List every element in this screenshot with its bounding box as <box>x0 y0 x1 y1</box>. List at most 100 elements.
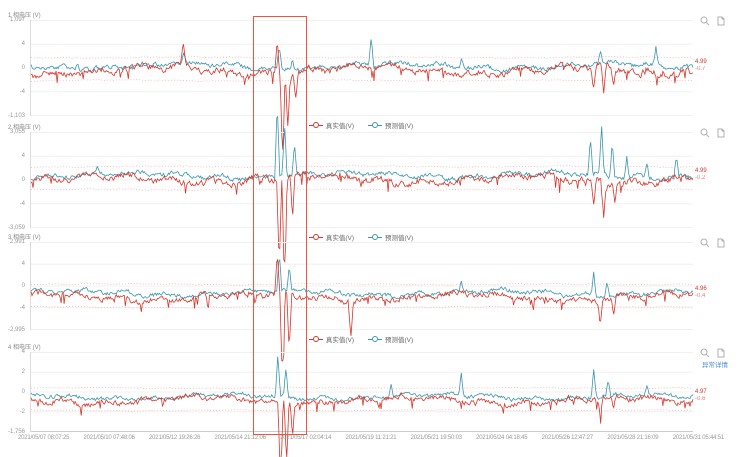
file-icon <box>717 238 725 248</box>
plot-area-4[interactable] <box>30 352 694 457</box>
y-tick: -1,756 <box>7 429 25 435</box>
export-tool-button[interactable] <box>716 236 726 248</box>
chart-panel-2: 2 相电压 (V) 3,055 4 0 -4 -3,059 4.99 -0.2 <box>0 115 742 263</box>
y-tick: 0 <box>21 389 25 395</box>
end-value-bottom: -0.4 <box>695 293 706 299</box>
x-tick: 2021/05/14 21:12:06 <box>214 435 266 441</box>
end-value-top: 4.99 <box>695 59 707 65</box>
plot-area-2[interactable] <box>30 115 694 263</box>
legend-item-actual[interactable]: 真实值(V) <box>308 232 354 242</box>
end-value-bottom: -0.6 <box>695 396 706 402</box>
chart-toolbar <box>700 126 726 138</box>
plot-area-1[interactable] <box>30 20 694 150</box>
y-tick: 0 <box>21 65 25 71</box>
plot-region-2 <box>30 115 694 263</box>
y-axis-ticks: 3,055 4 0 -4 -3,059 <box>0 129 27 231</box>
plot-area-3[interactable] <box>30 242 694 362</box>
y-axis-title: 4 相电压 (V) <box>8 345 41 351</box>
legend-marker <box>308 336 323 342</box>
x-tick: 2021/05/26 12:47:27 <box>541 435 593 441</box>
magnifier-icon <box>700 238 710 248</box>
chart-toolbar <box>700 346 726 358</box>
y-tick: 4 <box>21 349 25 355</box>
legend-label: 真实值(V) <box>325 235 354 242</box>
series-end-values: 4.99 -0.2 <box>695 168 739 182</box>
legend-item-actual[interactable]: 真实值(V) <box>308 120 354 130</box>
y-tick: -1,103 <box>7 113 25 119</box>
y-tick: 3,055 <box>9 129 25 135</box>
chart-legend: 真实值(V) 预测值(V) <box>30 232 692 242</box>
y-tick: 4 <box>21 261 25 267</box>
y-tick: 0 <box>21 177 25 183</box>
export-tool-button[interactable] <box>716 126 726 138</box>
zoom-tool-button[interactable] <box>700 14 710 26</box>
legend-label: 预测值(V) <box>385 123 414 130</box>
legend-marker <box>308 234 323 240</box>
y-tick: -4 <box>19 305 25 311</box>
export-tool-button[interactable] <box>716 14 726 26</box>
anomaly-detail-link[interactable]: 异常详情 <box>702 362 728 369</box>
legend-marker <box>368 122 382 128</box>
chart-legend: 真实值(V) 预测值(V) <box>30 334 692 344</box>
x-tick: 2021/05/19 11:21:21 <box>345 435 397 441</box>
file-icon <box>717 128 725 138</box>
y-axis-title: 1 相电压 (V) <box>8 13 41 19</box>
plot-region-3 <box>30 242 694 362</box>
chart-toolbar <box>700 14 726 26</box>
y-tick: 0 <box>21 283 25 289</box>
series-end-values: 4.97 -0.6 <box>695 389 739 403</box>
end-value-top: 4.99 <box>695 168 707 174</box>
chart-panel-1: 1 相电压 (V) 1,097 4 0 -4 -1,103 4.99 -0.7 <box>0 10 742 150</box>
y-tick: 2,991 <box>9 239 25 245</box>
magnifier-icon <box>700 16 710 26</box>
legend-item-actual[interactable]: 真实值(V) <box>308 334 354 344</box>
end-value-top: 4.97 <box>695 389 707 395</box>
y-axis-title: 2 相电压 (V) <box>8 125 41 131</box>
legend-label: 预测值(V) <box>385 235 414 242</box>
legend-item-predicted[interactable]: 预测值(V) <box>368 120 413 130</box>
file-icon <box>717 16 725 26</box>
y-tick: 1,097 <box>9 17 25 23</box>
series-end-values: 4.99 -0.7 <box>695 59 739 73</box>
plot-region-4 <box>30 352 694 457</box>
y-tick: 4 <box>21 41 25 47</box>
end-value-bottom: -0.7 <box>695 66 706 72</box>
y-tick: -4 <box>19 89 25 95</box>
export-tool-button[interactable] <box>716 346 726 358</box>
y-tick: -4 <box>19 201 25 207</box>
magnifier-icon <box>700 348 710 358</box>
legend-marker <box>308 122 323 128</box>
y-axis-ticks: 2,991 4 0 -4 -2,995 <box>0 239 27 333</box>
x-tick: 2021/05/24 04:18:45 <box>476 435 528 441</box>
y-tick: -2 <box>19 409 25 415</box>
end-value-top: 4.96 <box>695 286 707 292</box>
legend-label: 预测值(V) <box>385 337 414 344</box>
x-axis-labels: 2021/05/07 08:07:25 2021/05/10 07:48:06 … <box>18 435 724 441</box>
y-tick: 2 <box>21 369 25 375</box>
legend-item-predicted[interactable]: 预测值(V) <box>368 232 413 242</box>
chart-panel-4: 4 相电压 (V) 4 2 0 -2 -1,756 4.97 -0.6 异常详情 <box>0 342 742 457</box>
legend-marker <box>368 336 382 342</box>
x-tick: 2021/05/21 19:50:03 <box>410 435 462 441</box>
file-icon <box>717 348 725 358</box>
x-tick: 2021/05/31 05:44:51 <box>672 435 724 441</box>
zoom-tool-button[interactable] <box>700 236 710 248</box>
x-tick: 2021/05/28 21:16:09 <box>607 435 659 441</box>
zoom-tool-button[interactable] <box>700 126 710 138</box>
zoom-tool-button[interactable] <box>700 346 710 358</box>
legend-item-predicted[interactable]: 预测值(V) <box>368 334 413 344</box>
x-tick: 2021/05/10 07:48:06 <box>83 435 135 441</box>
y-tick: 4 <box>21 153 25 159</box>
y-tick: -2,995 <box>7 327 25 333</box>
chart-legend: 真实值(V) 预测值(V) <box>30 120 692 130</box>
legend-label: 真实值(V) <box>325 123 354 130</box>
legend-label: 真实值(V) <box>325 337 354 344</box>
y-axis-ticks: 1,097 4 0 -4 -1,103 <box>0 17 27 119</box>
y-tick: -3,059 <box>7 225 25 231</box>
chart-toolbar <box>700 236 726 248</box>
plot-region-1 <box>30 20 694 150</box>
y-axis-title: 3 相电压 (V) <box>8 235 41 241</box>
x-tick: 2021/05/17 02:04:14 <box>280 435 332 441</box>
series-end-values: 4.96 -0.4 <box>695 286 739 300</box>
